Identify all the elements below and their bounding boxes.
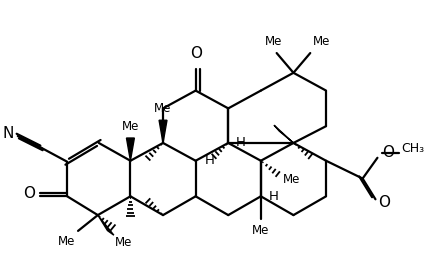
Text: Me: Me [252,224,270,237]
Text: Me: Me [265,35,282,48]
Text: O: O [378,195,390,210]
Polygon shape [126,138,134,161]
Text: Me: Me [122,120,139,133]
Text: Me: Me [313,35,330,48]
Text: H: H [236,136,246,150]
Text: Me: Me [282,173,300,186]
Text: Me: Me [58,235,75,248]
Polygon shape [274,125,294,143]
Text: O: O [24,186,36,201]
Text: O: O [190,46,202,61]
Text: O: O [382,145,394,160]
Text: Me: Me [155,102,172,115]
Text: CH₃: CH₃ [401,143,424,155]
Text: H: H [269,190,279,203]
Text: Me: Me [115,236,132,249]
Polygon shape [98,215,114,235]
Text: N: N [3,126,14,141]
Polygon shape [159,120,167,143]
Text: H: H [205,154,214,167]
